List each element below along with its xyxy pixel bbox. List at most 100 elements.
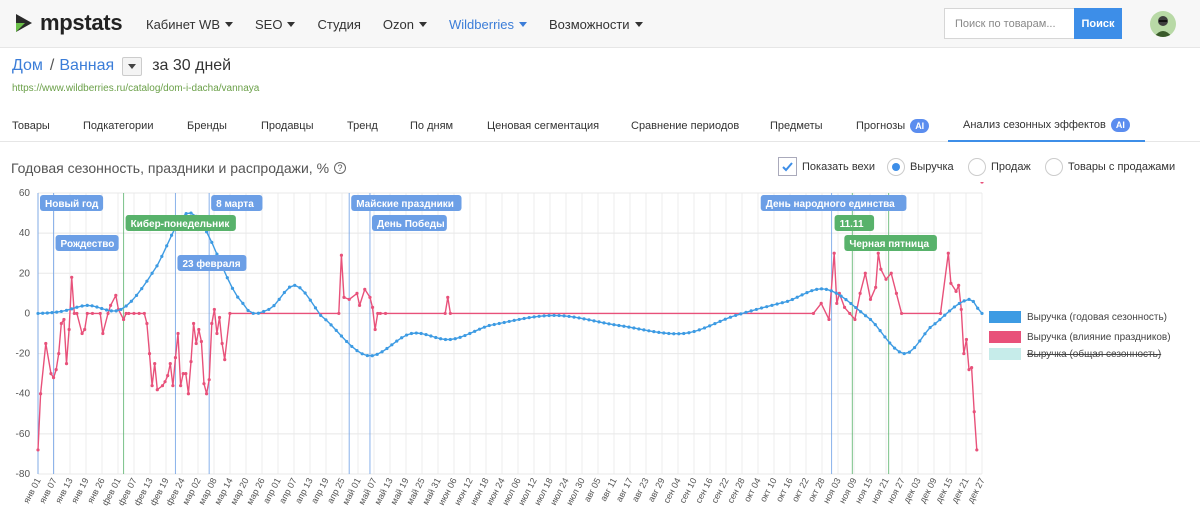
tab-sellers[interactable]: Продавцы	[261, 109, 314, 142]
legend-item-holidays[interactable]: Выручка (влияние праздников)	[989, 331, 1171, 343]
annual-seasonality-series-point	[448, 337, 452, 342]
logo-icon	[16, 14, 32, 32]
nav-item-label: SEO	[255, 16, 283, 32]
breadcrumb-separator: /	[49, 57, 55, 74]
annual-seasonality-series-point	[100, 306, 104, 311]
holiday-effect-series-point	[155, 388, 159, 392]
legend-label: Выручка (влияние праздников)	[1027, 331, 1171, 343]
show-milestones-checkbox[interactable]	[778, 157, 797, 176]
annual-seasonality-series-point	[770, 303, 774, 307]
annual-seasonality-series-point	[313, 306, 318, 310]
annual-seasonality-series-point	[497, 321, 501, 326]
radio-revenue[interactable]	[887, 158, 905, 176]
tab-label: Анализ сезонных эффектов	[963, 118, 1106, 131]
holiday-effect-series-point	[163, 380, 167, 384]
annual-seasonality-series-point	[414, 331, 418, 335]
nav-item-cabinet-wb[interactable]: Кабинет WB	[146, 17, 233, 32]
tab-by-days[interactable]: По дням	[410, 109, 453, 142]
breadcrumb-current-link[interactable]: Ванная	[59, 57, 115, 74]
breadcrumb: Дом / Ванная за 30 дней	[12, 55, 231, 77]
legend-item-seasonality[interactable]: Выручка (годовая сезонность)	[989, 311, 1167, 323]
radio-products-with-sales[interactable]	[1045, 158, 1063, 176]
annual-seasonality-series-point	[829, 289, 833, 293]
avatar[interactable]	[1150, 11, 1176, 37]
holiday-effect-series-point	[853, 317, 857, 322]
tab-period-comparison[interactable]: Сравнение периодов	[631, 109, 739, 142]
tab-trend[interactable]: Тренд	[347, 109, 378, 142]
annual-seasonality-series-point	[477, 327, 482, 331]
annual-seasonality-series-point	[95, 305, 99, 309]
holiday-effect-series-point	[166, 374, 170, 378]
annual-seasonality-series-point	[602, 321, 606, 325]
tab-seasonal-effects[interactable]: Анализ сезонных эффектов AI	[948, 109, 1145, 142]
nav-item-studio[interactable]: Студия	[317, 17, 360, 32]
tab-bar: Товары Подкатегории Бренды Продавцы Трен…	[0, 109, 1200, 142]
event-label-box	[55, 235, 119, 251]
y-tick-label: -80	[16, 469, 31, 480]
annual-seasonality-series-point	[104, 308, 109, 312]
tab-label: Тренд	[347, 119, 378, 132]
search-button[interactable]: Поиск	[1074, 8, 1122, 39]
holiday-effect-series-point	[446, 295, 450, 299]
tab-brands[interactable]: Бренды	[187, 109, 227, 142]
nav-item-wildberries[interactable]: Wildberries	[449, 17, 528, 32]
annual-seasonality-series-point	[160, 254, 164, 258]
tab-price-segmentation[interactable]: Ценовая сегментация	[487, 109, 599, 142]
holiday-effect-series-point	[900, 311, 904, 316]
legend-item-overall[interactable]: Выручка (общая сезонность)	[989, 348, 1161, 360]
tab-products[interactable]: Товары	[12, 109, 50, 142]
annual-seasonality-series-point	[943, 313, 947, 317]
annual-seasonality-series-point	[976, 306, 980, 310]
annual-seasonality-series-point	[723, 317, 727, 321]
tab-label: Ценовая сегментация	[487, 119, 600, 132]
tab-forecasts[interactable]: Прогнозы AI	[856, 109, 930, 142]
nav-item-ozon[interactable]: Ozon	[383, 17, 427, 32]
annual-seasonality-series-point	[303, 291, 307, 295]
radio-sales[interactable]	[968, 158, 986, 176]
nav-item-seo[interactable]: SEO	[255, 16, 296, 32]
annual-seasonality-series-point	[597, 320, 601, 324]
annual-seasonality-series-point	[75, 305, 79, 309]
event-label-box	[211, 195, 263, 211]
annual-seasonality-series-point	[41, 311, 45, 315]
event-label-box	[40, 195, 104, 211]
annual-seasonality-series-point	[241, 301, 245, 305]
annual-seasonality-series-point	[612, 323, 616, 327]
annual-seasonality-series-point	[734, 313, 738, 318]
holiday-effect-series-point	[959, 307, 963, 312]
annual-seasonality-series-point	[517, 317, 521, 322]
annual-seasonality-series	[37, 212, 983, 357]
holiday-effect-series-point	[98, 311, 102, 316]
annual-seasonality-series-point	[272, 304, 276, 308]
annual-seasonality-series-point	[119, 307, 123, 312]
tab-subjects[interactable]: Предметы	[770, 109, 823, 142]
holiday-effect-series-point	[207, 378, 211, 382]
event-label-text: Кибер-понедельник	[131, 218, 231, 230]
annual-seasonality-series-point	[150, 271, 154, 275]
holiday-effect-series-point	[972, 410, 976, 414]
logo[interactable]: mpstats	[14, 10, 123, 36]
annual-seasonality-series-point	[790, 297, 794, 302]
holiday-effect-series-point	[176, 331, 180, 336]
legend-label: Выручка (годовая сезонность)	[1027, 311, 1168, 323]
annual-seasonality-series-point	[849, 301, 853, 306]
y-tick-label: 60	[19, 188, 31, 199]
nav-item-features[interactable]: Возможности	[549, 17, 643, 32]
category-dropdown-button[interactable]	[122, 56, 143, 76]
annual-seasonality-series-point	[728, 315, 733, 319]
search-input[interactable]	[944, 8, 1074, 39]
period-label: за 30 дней	[152, 57, 232, 74]
annual-seasonality-series-point	[795, 295, 799, 299]
breadcrumb-home-link[interactable]: Дом	[12, 57, 43, 74]
ai-badge: AI	[910, 118, 930, 133]
annual-seasonality-series-point	[557, 313, 561, 318]
annual-seasonality-series-point	[718, 319, 722, 323]
annual-seasonality-series-point	[739, 312, 743, 316]
category-url-link[interactable]: https://www.wildberries.ru/catalog/dom-i…	[12, 83, 260, 94]
holiday-effect-series-point	[949, 281, 953, 285]
event-label: День Победы	[371, 215, 447, 231]
tab-subcategories[interactable]: Подкатегории	[83, 109, 153, 142]
event-label-text: Майские праздники	[356, 199, 454, 210]
holiday-effect-series-point	[145, 321, 149, 326]
help-icon[interactable]: ?	[334, 162, 347, 174]
